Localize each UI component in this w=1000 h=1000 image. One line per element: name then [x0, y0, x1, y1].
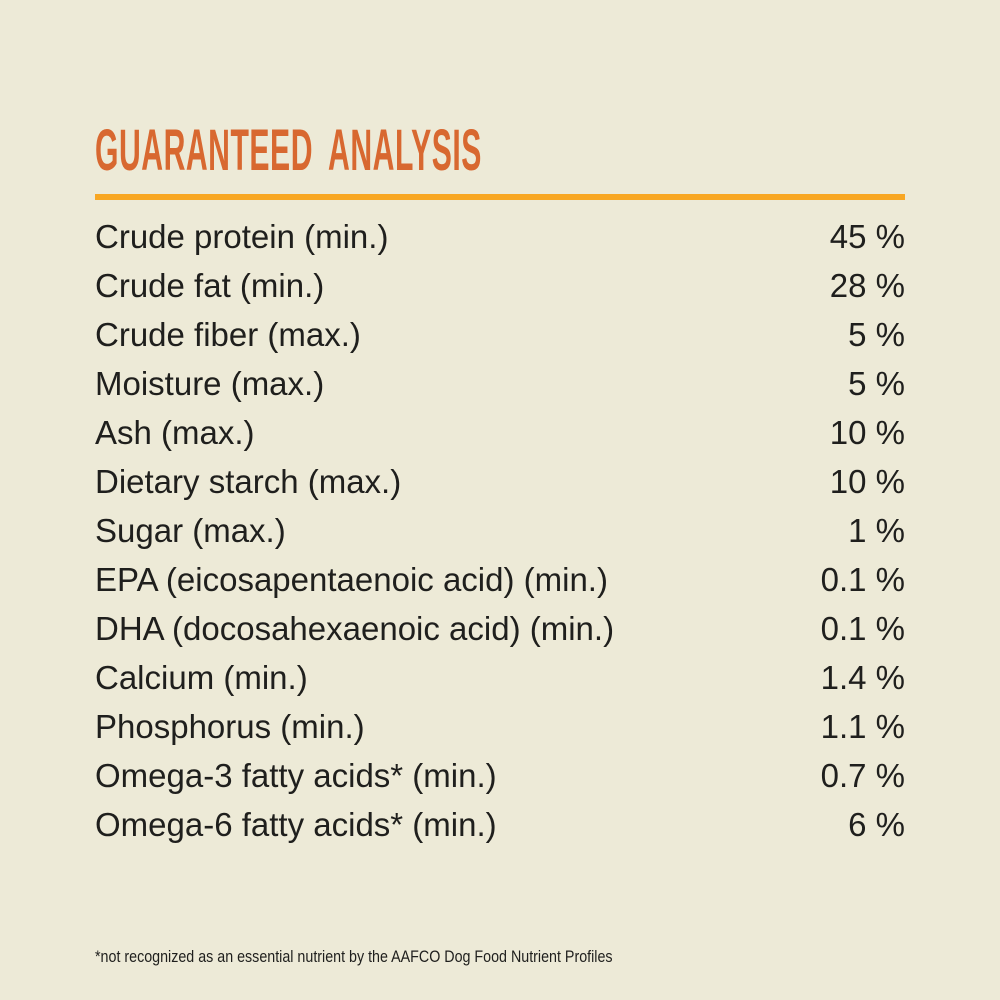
table-row: Omega-6 fatty acids* (min.) 6 % [95, 800, 905, 849]
table-row: EPA (eicosapentaenoic acid) (min.) 0.1 % [95, 555, 905, 604]
table-row: Ash (max.) 10 % [95, 408, 905, 457]
nutrient-value: 0.1 % [820, 610, 905, 647]
table-row: Dietary starch (max.) 10 % [95, 457, 905, 506]
table-row: Calcium (min.) 1.4 % [95, 653, 905, 702]
page-title: GUARANTEED ANALYSIS [95, 118, 482, 183]
nutrient-label: Crude fat (min.) [95, 267, 325, 304]
nutrient-label: Dietary starch (max.) [95, 463, 402, 500]
nutrient-label: Moisture (max.) [95, 365, 325, 402]
nutrient-value: 0.7 % [820, 757, 905, 794]
nutrient-value: 45 % [829, 218, 905, 255]
table-row: Crude fiber (max.) 5 % [95, 310, 905, 359]
nutrient-value: 0.1 % [820, 561, 905, 598]
footnote: *not recognized as an essential nutrient… [95, 947, 613, 966]
nutrient-value: 28 % [829, 267, 905, 304]
nutrient-label: Calcium (min.) [95, 659, 308, 696]
table-row: Omega-3 fatty acids* (min.) 0.7 % [95, 751, 905, 800]
nutrient-label: Phosphorus (min.) [95, 708, 365, 745]
table-row: Crude fat (min.) 28 % [95, 261, 905, 310]
nutrient-label: Crude protein (min.) [95, 218, 389, 255]
nutrient-value: 10 % [829, 414, 905, 451]
nutrient-label: EPA (eicosapentaenoic acid) (min.) [95, 561, 608, 598]
nutrient-label: Omega-3 fatty acids* (min.) [95, 757, 497, 794]
table-row: Moisture (max.) 5 % [95, 359, 905, 408]
table-row: DHA (docosahexaenoic acid) (min.) 0.1 % [95, 604, 905, 653]
nutrient-value: 1.4 % [820, 659, 905, 696]
nutrient-label: Ash (max.) [95, 414, 255, 451]
nutrient-value: 1 % [848, 512, 905, 549]
nutrient-value: 5 % [848, 316, 905, 353]
nutrient-value: 10 % [829, 463, 905, 500]
nutrient-label: Sugar (max.) [95, 512, 286, 549]
table-row: Crude protein (min.) 45 % [95, 212, 905, 261]
nutrient-label: DHA (docosahexaenoic acid) (min.) [95, 610, 615, 647]
nutrient-label: Omega-6 fatty acids* (min.) [95, 806, 497, 843]
title-divider [95, 194, 905, 200]
nutrient-value: 5 % [848, 365, 905, 402]
table-row: Sugar (max.) 1 % [95, 506, 905, 555]
nutrient-label: Crude fiber (max.) [95, 316, 361, 353]
nutrient-value: 6 % [848, 806, 905, 843]
analysis-table: Crude protein (min.) 45 % Crude fat (min… [95, 212, 905, 849]
table-row: Phosphorus (min.) 1.1 % [95, 702, 905, 751]
nutrient-value: 1.1 % [820, 708, 905, 745]
